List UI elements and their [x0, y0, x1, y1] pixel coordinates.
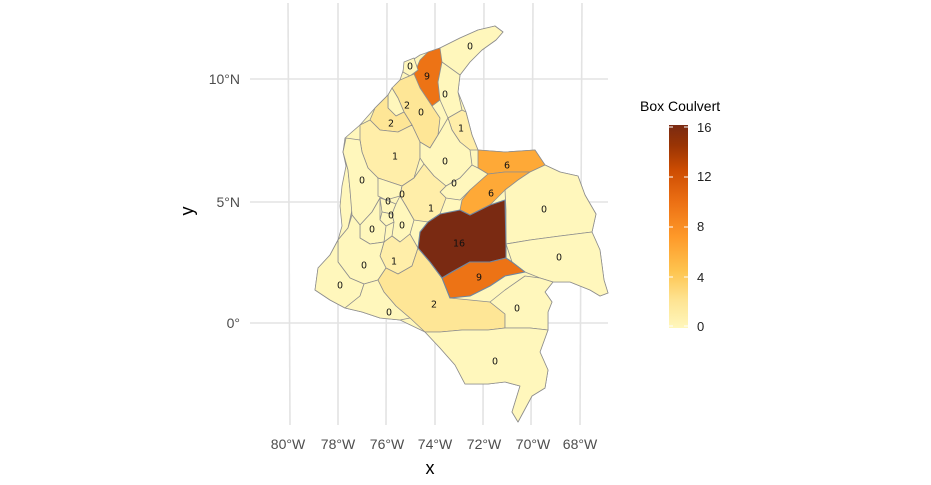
legend-colorbar	[669, 125, 688, 328]
label-cauca: 0	[361, 261, 367, 272]
label-vichada: 0	[541, 205, 547, 216]
label-cundinamarca: 1	[428, 204, 434, 215]
legend-title: Box Coulvert	[640, 98, 720, 114]
region-atlantico[interactable]	[402, 57, 419, 77]
legend-ticks	[669, 126, 688, 327]
region-tolima[interactable]	[391, 195, 415, 243]
label-caldas: 0	[385, 197, 391, 208]
label-choco: 0	[359, 176, 365, 187]
legend-tick-label: 0	[697, 319, 704, 334]
label-cesar: 0	[442, 90, 448, 101]
legend: Box Coulvert 16 12 8 4 0	[640, 98, 720, 334]
label-magdalena: 9	[424, 72, 430, 83]
x-tick-label: 74°W	[418, 436, 453, 452]
label-guainia: 0	[556, 253, 562, 264]
region-amazonas[interactable]	[424, 327, 549, 423]
y-tick-labels: 0° 5°N 10°N	[209, 71, 240, 331]
label-norte-de-santander: 1	[458, 124, 464, 135]
x-tick-label: 68°W	[563, 436, 598, 452]
x-tick-label: 80°W	[271, 436, 306, 452]
x-tick-label: 78°W	[321, 436, 356, 452]
label-guaviare: 9	[476, 273, 482, 284]
y-tick-label: 10°N	[209, 71, 240, 87]
x-tick-label: 72°W	[467, 436, 502, 452]
label-putumayo: 0	[386, 308, 392, 319]
label-valle: 0	[369, 225, 375, 236]
y-axis-title: y	[177, 207, 197, 216]
label-narino: 0	[337, 281, 343, 292]
label-huila: 1	[391, 257, 397, 268]
departments	[314, 25, 609, 423]
label-santander: 0	[442, 157, 448, 168]
x-tick-label: 70°W	[516, 436, 551, 452]
x-tick-labels: 80°W 78°W 76°W 74°W 72°W 70°W 68°W	[271, 436, 598, 452]
label-boyaca: 0	[451, 179, 457, 190]
label-tolima: 0	[399, 221, 405, 232]
y-tick-label: 0°	[227, 315, 240, 331]
label-vaupes: 0	[514, 304, 520, 315]
label-sucre: 0	[418, 108, 424, 119]
label-risaralda: 0	[399, 190, 405, 201]
legend-tick-label: 8	[697, 219, 704, 234]
label-caqueta: 2	[431, 300, 437, 311]
label-meta: 16	[453, 239, 465, 250]
y-tick-label: 5°N	[217, 194, 241, 210]
legend-tick-label: 4	[697, 270, 704, 285]
label-casanare: 6	[488, 189, 494, 200]
region-guaviare[interactable]	[441, 257, 526, 299]
label-amazonas: 0	[492, 357, 498, 368]
label-quindio: 0	[388, 211, 394, 222]
label-arauca: 6	[504, 161, 510, 172]
label-bolivar: 2	[404, 101, 410, 112]
legend-tick-label: 12	[697, 169, 711, 184]
label-la-guajira: 0	[467, 42, 473, 53]
x-axis-title: x	[426, 458, 435, 478]
region-guainia[interactable]	[505, 231, 609, 297]
x-tick-label: 76°W	[370, 436, 405, 452]
label-cordoba: 2	[388, 119, 394, 130]
value-labels: 0 9 0 0 2 0 2 1 1 0 6 0 6 0 0 0 1 0 0 0 …	[337, 42, 562, 368]
legend-tick-label: 16	[697, 120, 711, 135]
label-atlantico: 0	[407, 62, 413, 73]
label-antioquia: 1	[392, 152, 398, 163]
